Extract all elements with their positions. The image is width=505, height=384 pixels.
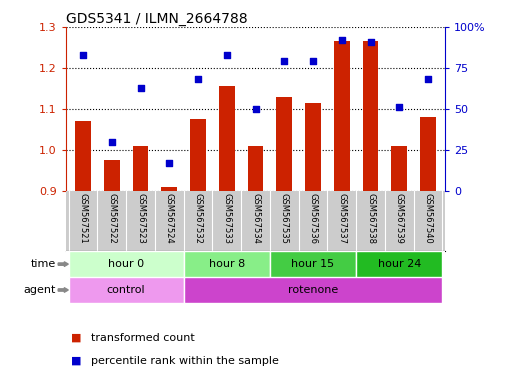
Text: GSM567522: GSM567522 bbox=[107, 193, 116, 243]
Bar bbox=[247, 146, 263, 191]
Point bbox=[394, 104, 402, 110]
Bar bbox=[333, 41, 349, 191]
Bar bbox=[104, 160, 120, 191]
Bar bbox=[190, 119, 206, 191]
Text: GSM567524: GSM567524 bbox=[165, 193, 173, 243]
Point bbox=[251, 106, 259, 112]
Text: GSM567539: GSM567539 bbox=[394, 193, 403, 243]
Point bbox=[136, 84, 144, 91]
Bar bbox=[419, 117, 435, 191]
Text: hour 0: hour 0 bbox=[108, 259, 144, 269]
Bar bbox=[69, 251, 183, 277]
Text: hour 24: hour 24 bbox=[377, 259, 420, 269]
Point bbox=[108, 139, 116, 145]
Bar bbox=[356, 251, 441, 277]
Bar bbox=[75, 121, 91, 191]
Bar bbox=[183, 277, 441, 303]
Text: GSM567534: GSM567534 bbox=[250, 193, 260, 243]
Text: hour 8: hour 8 bbox=[208, 259, 244, 269]
Text: hour 15: hour 15 bbox=[291, 259, 334, 269]
Bar bbox=[219, 86, 234, 191]
Point bbox=[309, 58, 317, 65]
Text: rotenone: rotenone bbox=[287, 285, 337, 295]
Bar bbox=[161, 187, 177, 191]
Text: GSM567537: GSM567537 bbox=[337, 193, 345, 243]
Text: agent: agent bbox=[23, 285, 56, 295]
Text: ■: ■ bbox=[71, 333, 81, 343]
Bar bbox=[132, 146, 148, 191]
Point bbox=[423, 76, 431, 83]
Bar bbox=[276, 96, 291, 191]
Text: GDS5341 / ILMN_2664788: GDS5341 / ILMN_2664788 bbox=[66, 12, 247, 26]
Text: control: control bbox=[107, 285, 145, 295]
Bar bbox=[390, 146, 407, 191]
Point bbox=[280, 58, 288, 65]
Text: GSM567521: GSM567521 bbox=[78, 193, 87, 243]
Text: percentile rank within the sample: percentile rank within the sample bbox=[91, 356, 278, 366]
Point bbox=[165, 160, 173, 166]
Bar bbox=[305, 103, 320, 191]
Bar bbox=[362, 41, 378, 191]
Text: ■: ■ bbox=[71, 356, 81, 366]
Point bbox=[79, 52, 87, 58]
Bar bbox=[69, 277, 183, 303]
Bar bbox=[183, 251, 269, 277]
Point bbox=[337, 37, 345, 43]
Text: GSM567538: GSM567538 bbox=[365, 193, 374, 243]
Bar bbox=[269, 251, 356, 277]
Text: GSM567540: GSM567540 bbox=[423, 193, 432, 243]
Text: time: time bbox=[30, 259, 56, 269]
Text: GSM567535: GSM567535 bbox=[279, 193, 288, 243]
Point bbox=[222, 52, 230, 58]
Text: GSM567533: GSM567533 bbox=[222, 193, 231, 243]
Text: GSM567532: GSM567532 bbox=[193, 193, 202, 243]
Text: transformed count: transformed count bbox=[91, 333, 194, 343]
Text: GSM567523: GSM567523 bbox=[136, 193, 145, 243]
Text: GSM567536: GSM567536 bbox=[308, 193, 317, 243]
Point bbox=[193, 76, 201, 83]
Point bbox=[366, 38, 374, 45]
